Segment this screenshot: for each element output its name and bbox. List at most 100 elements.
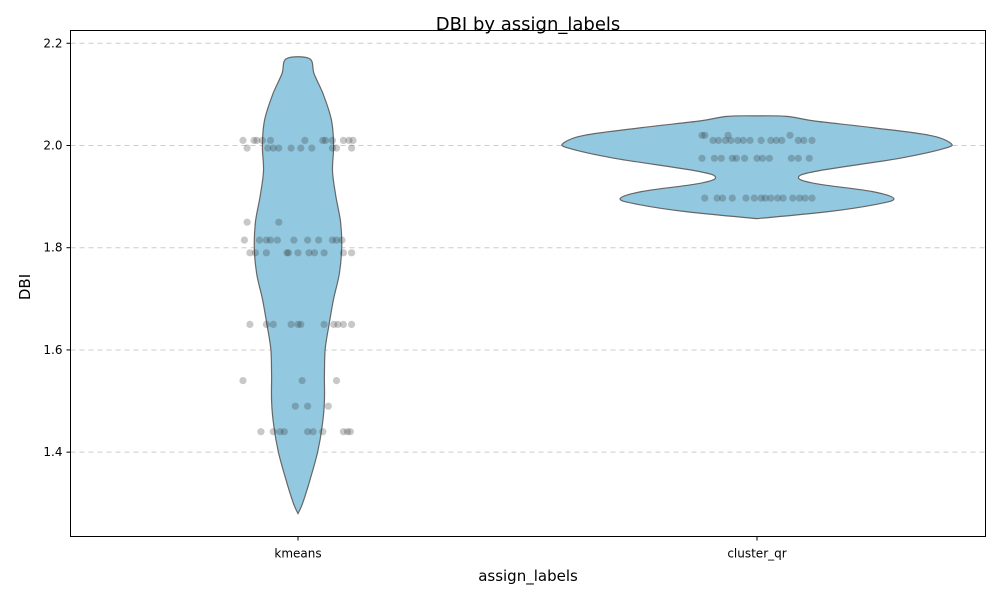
data-point-kmeans bbox=[275, 218, 283, 226]
violin-kmeans bbox=[253, 56, 343, 515]
data-point-kmeans bbox=[276, 428, 284, 436]
y-tick-label: 2.2 bbox=[43, 36, 62, 50]
data-point-kmeans bbox=[262, 320, 270, 328]
data-point-kmeans bbox=[330, 320, 338, 328]
data-point-cluster_qr bbox=[719, 194, 727, 202]
data-point-kmeans bbox=[308, 144, 316, 152]
y-axis-ticks: 1.4 1.6 1.8 2.0 2.2 bbox=[43, 36, 71, 459]
data-point-cluster_qr bbox=[757, 194, 765, 202]
data-point-cluster_qr bbox=[698, 154, 706, 162]
data-point-kmeans bbox=[243, 144, 251, 152]
data-point-kmeans bbox=[320, 249, 328, 257]
data-point-kmeans bbox=[297, 144, 305, 152]
data-point-cluster_qr bbox=[721, 136, 730, 144]
y-tick-label: 1.4 bbox=[43, 445, 62, 459]
data-point-kmeans bbox=[321, 136, 330, 144]
data-point-kmeans bbox=[339, 249, 347, 257]
data-point-cluster_qr bbox=[772, 136, 780, 144]
data-point-kmeans bbox=[332, 377, 341, 385]
data-point-cluster_qr bbox=[717, 154, 725, 162]
data-point-kmeans bbox=[332, 236, 341, 244]
x-tick-label: kmeans bbox=[274, 547, 321, 561]
data-point-cluster_qr bbox=[778, 136, 786, 144]
data-point-kmeans bbox=[309, 428, 317, 436]
data-point-kmeans bbox=[284, 249, 292, 257]
data-points bbox=[239, 131, 816, 436]
data-point-kmeans bbox=[304, 402, 312, 410]
data-point-kmeans bbox=[266, 136, 275, 144]
y-tick-label: 1.6 bbox=[43, 343, 62, 357]
data-point-cluster_qr bbox=[714, 136, 723, 144]
data-point-cluster_qr bbox=[724, 131, 732, 139]
data-point-kmeans bbox=[319, 428, 327, 436]
data-point-cluster_qr bbox=[794, 136, 802, 144]
data-point-cluster_qr bbox=[808, 194, 816, 202]
data-point-cluster_qr bbox=[757, 136, 765, 144]
data-point-kmeans bbox=[315, 236, 323, 244]
data-point-kmeans bbox=[255, 236, 264, 244]
data-point-kmeans bbox=[275, 144, 283, 152]
data-point-cluster_qr bbox=[767, 136, 775, 144]
violins bbox=[253, 56, 953, 515]
data-point-kmeans bbox=[328, 136, 336, 144]
data-point-kmeans bbox=[243, 218, 251, 226]
data-point-cluster_qr bbox=[710, 154, 719, 162]
data-point-kmeans bbox=[273, 236, 281, 244]
data-point-kmeans bbox=[283, 249, 291, 257]
data-point-kmeans bbox=[250, 136, 258, 144]
data-point-kmeans bbox=[338, 236, 346, 244]
data-point-kmeans bbox=[328, 236, 336, 244]
data-point-cluster_qr bbox=[796, 194, 804, 202]
data-point-cluster_qr bbox=[728, 194, 736, 202]
data-point-kmeans bbox=[291, 402, 299, 410]
data-point-kmeans bbox=[301, 136, 309, 144]
data-point-kmeans bbox=[280, 428, 288, 436]
data-point-kmeans bbox=[348, 249, 356, 257]
data-point-cluster_qr bbox=[713, 194, 721, 202]
data-point-cluster_qr bbox=[765, 154, 774, 162]
data-point-kmeans bbox=[264, 144, 272, 152]
data-point-cluster_qr bbox=[774, 194, 782, 202]
data-point-kmeans bbox=[332, 144, 341, 152]
data-point-cluster_qr bbox=[734, 136, 742, 144]
data-point-kmeans bbox=[239, 136, 247, 144]
data-point-cluster_qr bbox=[727, 136, 735, 144]
data-point-cluster_qr bbox=[709, 136, 717, 144]
data-point-kmeans bbox=[266, 236, 275, 244]
data-point-kmeans bbox=[328, 144, 336, 152]
data-point-kmeans bbox=[262, 249, 270, 257]
data-point-kmeans bbox=[348, 320, 356, 328]
data-point-kmeans bbox=[287, 144, 295, 152]
data-point-kmeans bbox=[297, 320, 305, 328]
grid-lines bbox=[70, 42, 986, 453]
data-point-kmeans bbox=[334, 320, 342, 328]
data-point-cluster_qr bbox=[786, 131, 794, 139]
chart-title: DBI by assign_labels bbox=[436, 14, 621, 35]
data-point-cluster_qr bbox=[787, 154, 796, 162]
data-point-kmeans bbox=[310, 249, 319, 257]
data-point-cluster_qr bbox=[794, 154, 802, 162]
data-point-kmeans bbox=[246, 249, 254, 257]
data-point-kmeans bbox=[251, 249, 259, 257]
violin-cluster_qr bbox=[561, 115, 953, 220]
data-point-cluster_qr bbox=[701, 194, 709, 202]
data-point-kmeans bbox=[240, 236, 248, 244]
data-point-cluster_qr bbox=[701, 131, 709, 139]
y-axis-label: DBI bbox=[16, 274, 34, 300]
data-point-cluster_qr bbox=[750, 194, 758, 202]
data-point-cluster_qr bbox=[789, 194, 797, 202]
data-point-kmeans bbox=[339, 320, 347, 328]
x-axis-label: assign_labels bbox=[478, 567, 578, 586]
data-point-cluster_qr bbox=[742, 194, 750, 202]
data-point-cluster_qr bbox=[753, 154, 761, 162]
data-point-cluster_qr bbox=[746, 136, 754, 144]
data-point-kmeans bbox=[348, 144, 356, 152]
data-point-kmeans bbox=[345, 136, 353, 144]
data-point-kmeans bbox=[294, 249, 302, 257]
data-point-cluster_qr bbox=[758, 154, 767, 162]
data-point-kmeans bbox=[298, 377, 306, 385]
data-point-cluster_qr bbox=[779, 194, 787, 202]
data-point-cluster_qr bbox=[741, 154, 749, 162]
data-point-cluster_qr bbox=[767, 194, 775, 202]
